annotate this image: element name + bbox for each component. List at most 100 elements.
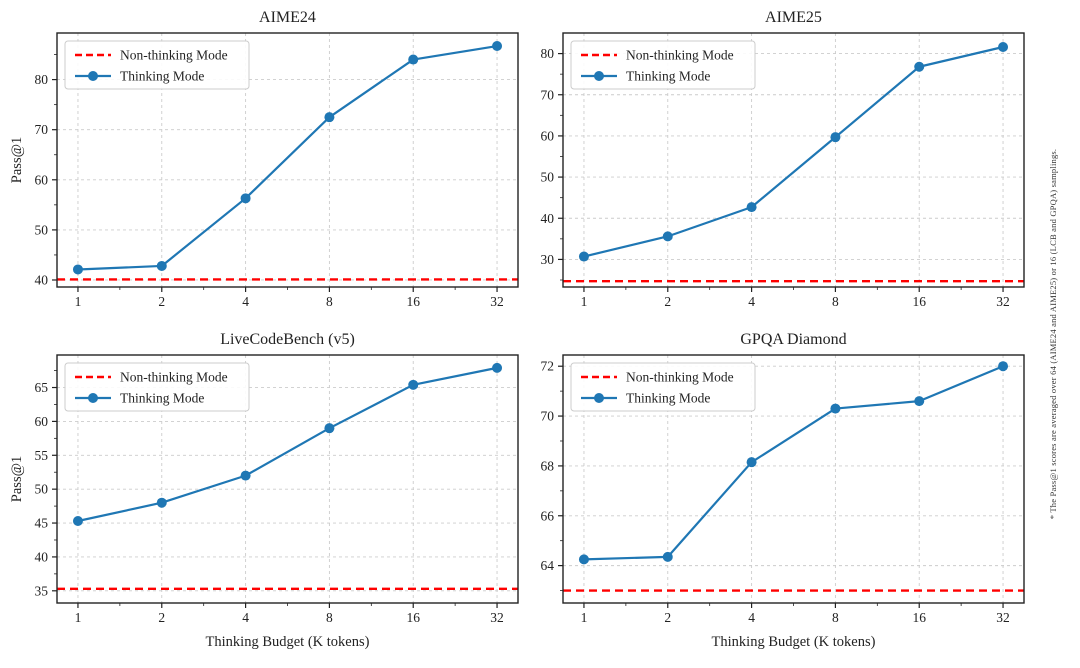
data-point <box>830 132 841 143</box>
thinking-line <box>583 45 1004 258</box>
y-tick-label: 60 <box>541 128 555 143</box>
subplot-aime25: 1 2 4 8 16 32 30 40 50 60 70 80 AIME25 Non-thinking M… <box>541 9 1025 309</box>
data-point <box>914 396 925 407</box>
data-point <box>830 403 841 414</box>
x-tick-label: 4 <box>242 294 249 309</box>
x-tick-label: 2 <box>158 610 165 625</box>
legend-thinking-label: Thinking Mode <box>120 69 204 84</box>
legend: Non-thinking Mode Thinking Mode <box>64 362 250 412</box>
data-point <box>998 361 1009 372</box>
y-tick-label: 45 <box>35 516 49 531</box>
thinking-line <box>77 366 498 523</box>
legend-non-thinking-label: Non-thinking Mode <box>626 48 734 63</box>
x-tick-label: 16 <box>912 294 926 309</box>
legend-thinking-label: Thinking Mode <box>626 69 710 84</box>
data-point <box>240 193 251 204</box>
minor-ticks <box>54 370 456 606</box>
y-tick-label: 40 <box>35 272 49 287</box>
legend: Non-thinking Mode Thinking Mode <box>570 362 756 412</box>
data-point <box>156 260 167 271</box>
subplot-livecodebench-v5-: 1 2 4 8 16 32 35 40 45 50 55 60 65 LiveCodeBench (v5)… <box>9 331 519 650</box>
x-tick-label: 8 <box>326 294 333 309</box>
footnote: * The Pass@1 scores are averaged over 64… <box>1048 148 1058 520</box>
x-tick-label: 8 <box>832 610 839 625</box>
x-tick-label: 8 <box>832 294 839 309</box>
x-tick-label: 32 <box>996 610 1010 625</box>
subplot-gpqa-diamond: 1 2 4 8 16 32 64 66 68 70 72 GPQA Diamond Thinking B… <box>541 331 1025 650</box>
x-axis-label: Thinking Budget (K tokens) <box>206 634 370 650</box>
minor-ticks <box>54 54 456 290</box>
legend-non-thinking-label: Non-thinking Mode <box>626 370 734 385</box>
x-axis-label: Thinking Budget (K tokens) <box>712 634 876 650</box>
legend-thinking-marker <box>594 71 604 81</box>
legend-thinking-marker <box>88 71 98 81</box>
y-tick-label: 50 <box>541 170 555 185</box>
y-tick-label: 70 <box>35 122 49 137</box>
axis-ticks <box>52 386 498 608</box>
thinking-line <box>77 44 498 271</box>
y-tick-label: 68 <box>541 458 555 473</box>
y-tick-label: 40 <box>35 549 49 564</box>
x-tick-label: 4 <box>748 610 755 625</box>
legend-thinking-label: Thinking Mode <box>120 391 204 406</box>
y-tick-label: 50 <box>35 482 49 497</box>
x-tick-label: 4 <box>242 610 249 625</box>
data-point <box>578 251 589 262</box>
data-point <box>914 61 925 72</box>
y-tick-label: 60 <box>35 414 49 429</box>
y-tick-label: 64 <box>541 558 555 573</box>
y-tick-label: 66 <box>541 508 555 523</box>
y-tick-label: 30 <box>541 252 555 267</box>
data-point <box>240 470 251 481</box>
x-tick-label: 8 <box>326 610 333 625</box>
data-point <box>324 112 335 123</box>
legend-thinking-marker <box>88 393 98 403</box>
y-tick-label: 70 <box>541 87 555 102</box>
data-point <box>156 497 167 508</box>
x-tick-label: 16 <box>406 610 420 625</box>
x-tick-label: 2 <box>664 294 671 309</box>
thinking-line <box>583 365 1004 561</box>
data-point <box>492 362 503 373</box>
x-tick-label: 32 <box>490 610 504 625</box>
y-tick-label: 80 <box>541 46 555 61</box>
x-tick-label: 1 <box>75 610 82 625</box>
gridlines <box>57 355 518 603</box>
legend-non-thinking-label: Non-thinking Mode <box>120 48 228 63</box>
chart-title: GPQA Diamond <box>740 331 846 348</box>
y-axis-label: Pass@1 <box>9 137 25 183</box>
chart-title: AIME24 <box>259 9 316 26</box>
axis-ticks <box>558 52 1004 292</box>
y-tick-label: 40 <box>541 211 555 226</box>
y-tick-label: 70 <box>541 409 555 424</box>
y-tick-label: 60 <box>35 172 49 187</box>
legend-thinking-marker <box>594 393 604 403</box>
data-point <box>578 554 589 565</box>
data-point <box>324 423 335 434</box>
data-point <box>72 516 83 527</box>
data-point <box>746 457 757 468</box>
axis-ticks <box>558 365 1004 608</box>
data-point <box>492 41 503 52</box>
minor-ticks <box>560 73 962 290</box>
x-tick-label: 32 <box>996 294 1010 309</box>
x-tick-label: 32 <box>490 294 504 309</box>
data-point <box>998 41 1009 52</box>
y-tick-label: 50 <box>35 222 49 237</box>
x-tick-label: 16 <box>406 294 420 309</box>
legend: Non-thinking Mode Thinking Mode <box>64 40 250 90</box>
y-tick-label: 55 <box>35 448 49 463</box>
legend-non-thinking-label: Non-thinking Mode <box>120 370 228 385</box>
subplot-aime24: 1 2 4 8 16 32 40 50 60 70 80 AIME24 Pass@1 Non-thinki… <box>9 9 519 309</box>
y-axis-label: Pass@1 <box>9 456 25 502</box>
y-tick-label: 72 <box>541 359 555 374</box>
data-point <box>746 202 757 213</box>
chart-title: AIME25 <box>765 9 822 26</box>
x-tick-label: 16 <box>912 610 926 625</box>
y-tick-label: 35 <box>35 583 49 598</box>
x-tick-label: 2 <box>158 294 165 309</box>
data-point <box>662 551 673 562</box>
minor-ticks <box>560 390 962 606</box>
